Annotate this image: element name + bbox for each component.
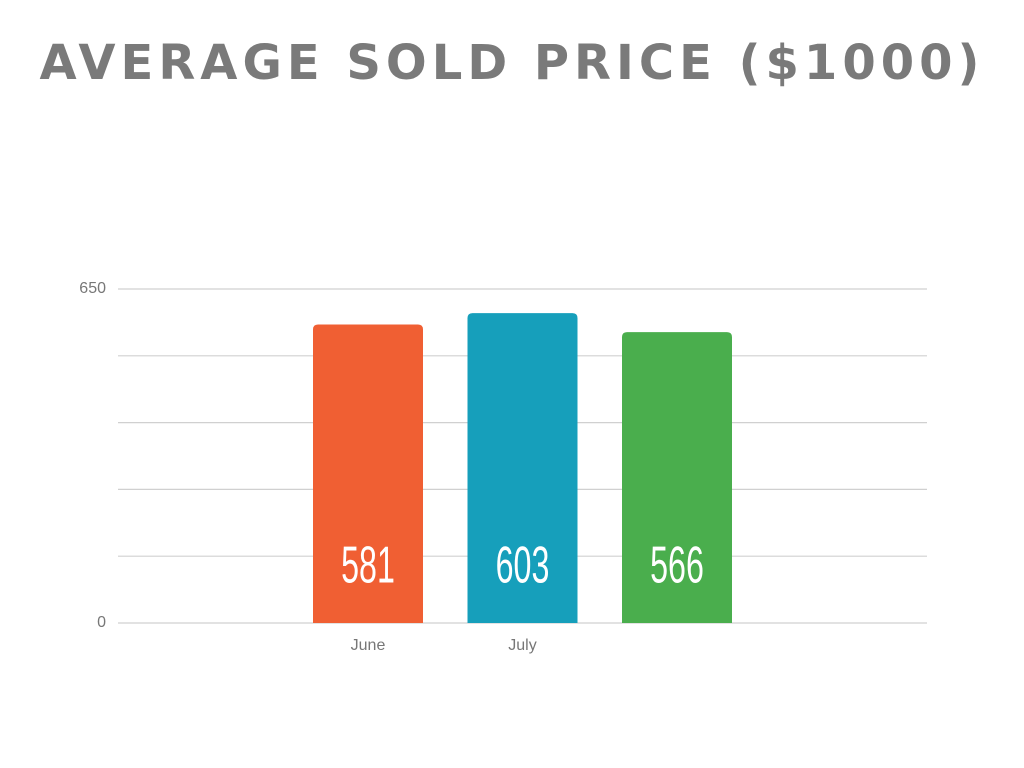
bar xyxy=(313,324,423,623)
y-tick-label: 0 xyxy=(97,614,106,631)
x-tick-label: June xyxy=(351,637,386,654)
value-label: 603 xyxy=(496,537,550,595)
bar xyxy=(467,313,578,623)
y-tick-label: 650 xyxy=(79,280,106,297)
bar xyxy=(622,332,732,623)
chart-title: AVERAGE SOLD PRICE ($1000) xyxy=(40,35,985,91)
x-tick-label: July xyxy=(508,637,536,654)
value-label: 566 xyxy=(650,537,704,595)
value-label: 581 xyxy=(341,537,395,595)
